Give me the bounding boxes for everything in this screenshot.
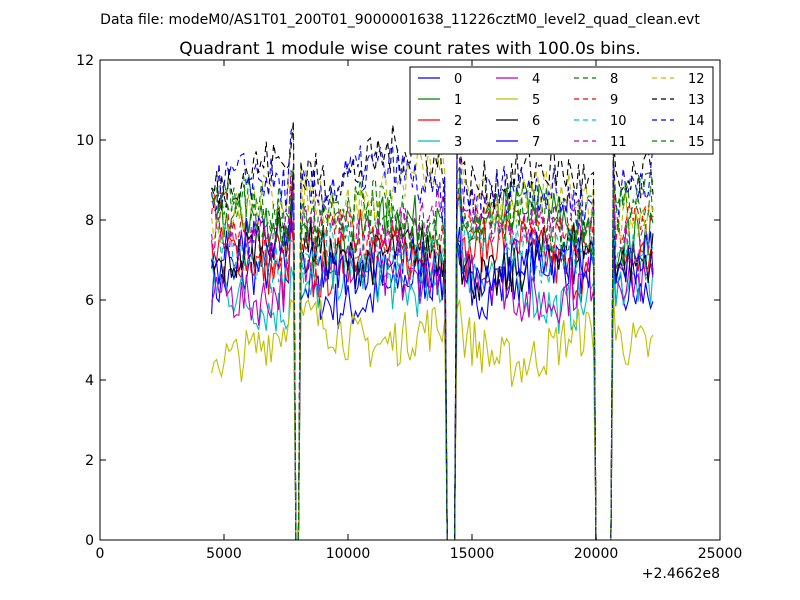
y-tick-label: 4 <box>85 373 94 389</box>
legend-box <box>409 66 714 155</box>
x-offset-label: +2.4662e8 <box>642 566 720 582</box>
legend-label-4: 4 <box>532 72 540 87</box>
legend-label-11: 11 <box>610 135 627 150</box>
y-tick-label: 8 <box>85 213 94 229</box>
legend-label-1: 1 <box>454 93 462 108</box>
series-layer <box>211 121 654 540</box>
series-line-15 <box>211 172 654 540</box>
legend-label-13: 13 <box>688 93 705 108</box>
x-tick-label: 25000 <box>698 546 743 562</box>
y-tick-label: 2 <box>85 453 94 469</box>
y-tick-label: 10 <box>76 133 94 149</box>
legend-label-6: 6 <box>532 114 540 129</box>
x-tick-label: 0 <box>96 546 105 562</box>
x-tick-label: 20000 <box>574 546 619 562</box>
legend-label-14: 14 <box>688 114 705 129</box>
series-line-10 <box>211 186 654 540</box>
legend-label-8: 8 <box>610 72 618 87</box>
series-line-9 <box>211 161 654 540</box>
legend-label-3: 3 <box>454 135 462 150</box>
series-line-4 <box>211 196 654 540</box>
legend-label-0: 0 <box>454 72 462 87</box>
legend-label-2: 2 <box>454 114 462 129</box>
y-tick-label: 0 <box>85 533 94 549</box>
y-tick-label: 6 <box>85 293 94 309</box>
chart-title: Quadrant 1 module wise count rates with … <box>179 39 640 59</box>
series-line-5 <box>211 292 654 540</box>
series-line-13 <box>211 121 654 540</box>
series-line-8 <box>211 159 654 540</box>
legend-label-5: 5 <box>532 93 540 108</box>
x-tick-label: 5000 <box>206 546 242 562</box>
legend-label-9: 9 <box>610 93 618 108</box>
legend-label-7: 7 <box>532 135 540 150</box>
legend-label-15: 15 <box>688 135 705 150</box>
legend-label-12: 12 <box>688 72 705 87</box>
data-file-caption: Data file: modeM0/AS1T01_200T01_90000016… <box>100 12 700 28</box>
series-line-11 <box>211 136 654 540</box>
plot-frame <box>99 59 721 541</box>
series-line-7 <box>211 192 654 540</box>
x-tick-label: 15000 <box>450 546 495 562</box>
x-tick-label: 10000 <box>326 546 371 562</box>
y-tick-label: 12 <box>76 53 94 69</box>
legend-label-10: 10 <box>610 114 627 129</box>
